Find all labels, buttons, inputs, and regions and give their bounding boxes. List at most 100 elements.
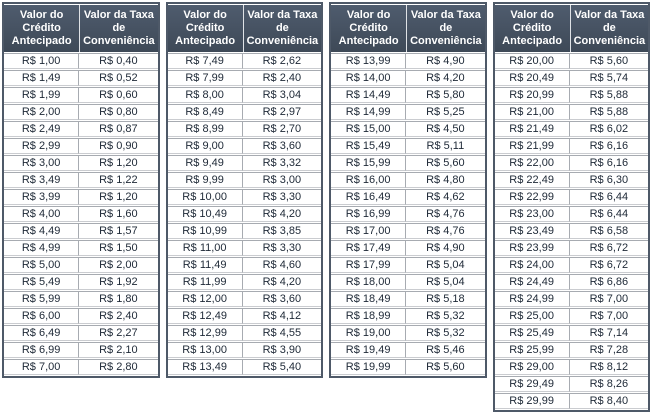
fee-value-cell: R$ 0,80 (79, 104, 157, 120)
credit-value-cell: R$ 24,00 (495, 257, 570, 273)
fee-value-cell: R$ 1,80 (79, 291, 157, 307)
fee-value-cell: R$ 3,30 (243, 240, 321, 256)
credit-value-cell: R$ 1,99 (4, 87, 79, 103)
fee-value-cell: R$ 6,44 (570, 206, 648, 222)
credit-value-cell: R$ 2,49 (4, 121, 79, 137)
fee-value-cell: R$ 2,27 (79, 325, 157, 341)
fee-value-cell: R$ 3,32 (243, 155, 321, 171)
credit-value-cell: R$ 10,99 (168, 223, 243, 239)
credit-value-cell: R$ 22,99 (495, 189, 570, 205)
credit-value-cell: R$ 3,99 (4, 189, 79, 205)
fee-value-cell: R$ 7,14 (570, 325, 648, 341)
fee-value-cell: R$ 5,60 (406, 359, 484, 375)
credit-value-cell: R$ 16,49 (331, 189, 406, 205)
fee-value-cell: R$ 4,62 (406, 189, 484, 205)
fee-value-cell: R$ 1,92 (79, 274, 157, 290)
credit-value-cell: R$ 6,99 (4, 342, 79, 358)
fee-value-cell: R$ 5,25 (406, 104, 484, 120)
credit-value-cell: R$ 20,00 (495, 53, 570, 69)
fee-value-cell: R$ 5,32 (406, 308, 484, 324)
credit-value-cell: R$ 1,00 (4, 53, 79, 69)
credit-value-cell: R$ 3,49 (4, 172, 79, 188)
fee-value-cell: R$ 6,16 (570, 138, 648, 154)
credit-value-cell: R$ 4,00 (4, 206, 79, 222)
credit-value-cell: R$ 19,99 (331, 359, 406, 375)
fee-value-cell: R$ 6,16 (570, 155, 648, 171)
fee-value-cell: R$ 5,74 (570, 70, 648, 86)
credit-value-cell: R$ 18,49 (331, 291, 406, 307)
credit-value-cell: R$ 17,00 (331, 223, 406, 239)
fee-value-cell: R$ 5,04 (406, 274, 484, 290)
fee-value-cell: R$ 4,90 (406, 240, 484, 256)
fee-value-cell: R$ 7,00 (570, 291, 648, 307)
fee-value-cell: R$ 4,80 (406, 172, 484, 188)
fee-value-cell: R$ 1,57 (79, 223, 157, 239)
credit-value-cell: R$ 10,00 (168, 189, 243, 205)
fee-value-cell: R$ 6,72 (570, 240, 648, 256)
fee-value-cell: R$ 4,20 (243, 206, 321, 222)
fee-value-cell: R$ 5,60 (570, 53, 648, 69)
fee-value-cell: R$ 5,18 (406, 291, 484, 307)
credit-value-cell: R$ 5,00 (4, 257, 79, 273)
credit-value-cell: R$ 14,99 (331, 104, 406, 120)
fee-value-cell: R$ 6,44 (570, 189, 648, 205)
fee-value-cell: R$ 8,40 (570, 393, 648, 409)
credit-value-cell: R$ 7,99 (168, 70, 243, 86)
credit-value-cell: R$ 9,99 (168, 172, 243, 188)
credit-value-cell: R$ 15,49 (331, 138, 406, 154)
credit-value-cell: R$ 17,99 (331, 257, 406, 273)
credit-value-cell: R$ 14,00 (331, 70, 406, 86)
credit-value-cell: R$ 22,49 (495, 172, 570, 188)
